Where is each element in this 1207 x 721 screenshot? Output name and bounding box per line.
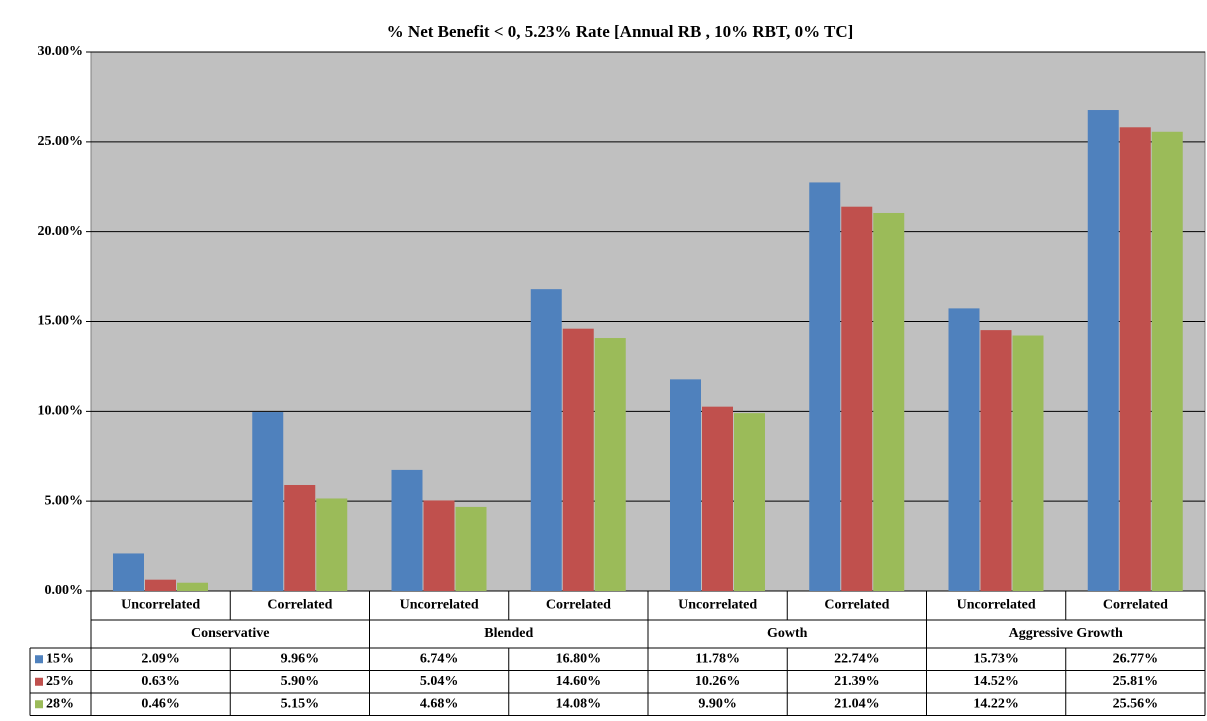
bar [670,379,701,591]
legend-swatch [35,700,43,709]
group-label: Blended [484,626,533,641]
bar [702,406,733,591]
legend-label: 25% [46,674,74,689]
table-value: 15.73% [973,651,1019,666]
x-tick-label: Correlated [267,598,332,613]
y-tick-label: 25.00% [38,134,84,149]
table-value: 9.96% [281,651,320,666]
bar [252,412,284,591]
y-tick-label: 30.00% [38,44,84,59]
group-label: Conservative [191,626,270,641]
x-tick-label: Correlated [824,598,889,613]
y-tick-label: 5.00% [45,493,84,508]
table-value: 11.78% [695,651,740,666]
legend-label: 28% [46,696,74,711]
table-value: 5.90% [281,674,320,689]
table-value: 25.81% [1113,674,1159,689]
x-tick-label: Uncorrelated [121,598,200,613]
y-tick-label: 20.00% [38,224,84,239]
table-value: 14.08% [556,696,602,711]
bar [1151,131,1183,591]
table-value: 21.04% [834,696,880,711]
bar [948,308,980,591]
legend-label: 15% [46,651,74,666]
bar [284,484,316,591]
x-tick-label: Correlated [546,598,611,613]
x-tick-label: Uncorrelated [957,598,1036,613]
table-value: 25.56% [1113,696,1159,711]
bar [873,212,905,592]
bar [1087,110,1119,591]
bar [980,330,1012,591]
table-value: 2.09% [141,651,180,666]
group-label: Aggressive Growth [1009,626,1123,641]
bar [1012,335,1044,591]
table-value: 5.15% [281,696,320,711]
bar [841,206,873,591]
table-value: 6.74% [420,651,459,666]
x-tick-label: Correlated [1103,598,1168,613]
bar [594,338,626,591]
x-tick-label: Uncorrelated [400,598,479,613]
table-value: 14.52% [973,674,1019,689]
table-value: 5.04% [420,674,459,689]
bar [177,582,208,591]
bar [391,469,423,591]
y-tick-label: 0.00% [45,583,84,598]
chart-title: % Net Benefit < 0, 5.23% Rate [Annual RB… [387,22,854,41]
bar [455,506,487,591]
table-value: 0.63% [141,674,180,689]
bar [423,500,455,591]
bar [809,182,841,592]
table-value: 14.60% [556,674,602,689]
bar [113,553,144,591]
table-value: 9.90% [698,696,737,711]
group-label: Gowth [767,626,808,641]
bar [1119,127,1151,591]
bar [734,413,765,591]
bar [562,328,594,591]
table-value: 16.80% [556,651,602,666]
legend-swatch [35,677,43,686]
x-tick-label: Uncorrelated [678,598,757,613]
bar [530,289,562,591]
table-value: 10.26% [695,674,741,689]
y-tick-label: 15.00% [38,314,84,329]
bar [316,498,348,591]
table-value: 14.22% [973,696,1019,711]
table-value: 26.77% [1113,651,1159,666]
y-tick-label: 10.00% [38,404,84,419]
bar [145,579,176,591]
table-value: 4.68% [420,696,459,711]
legend-swatch [35,655,43,664]
table-value: 21.39% [834,674,880,689]
table-value: 22.74% [834,651,880,666]
table-value: 0.46% [141,696,180,711]
